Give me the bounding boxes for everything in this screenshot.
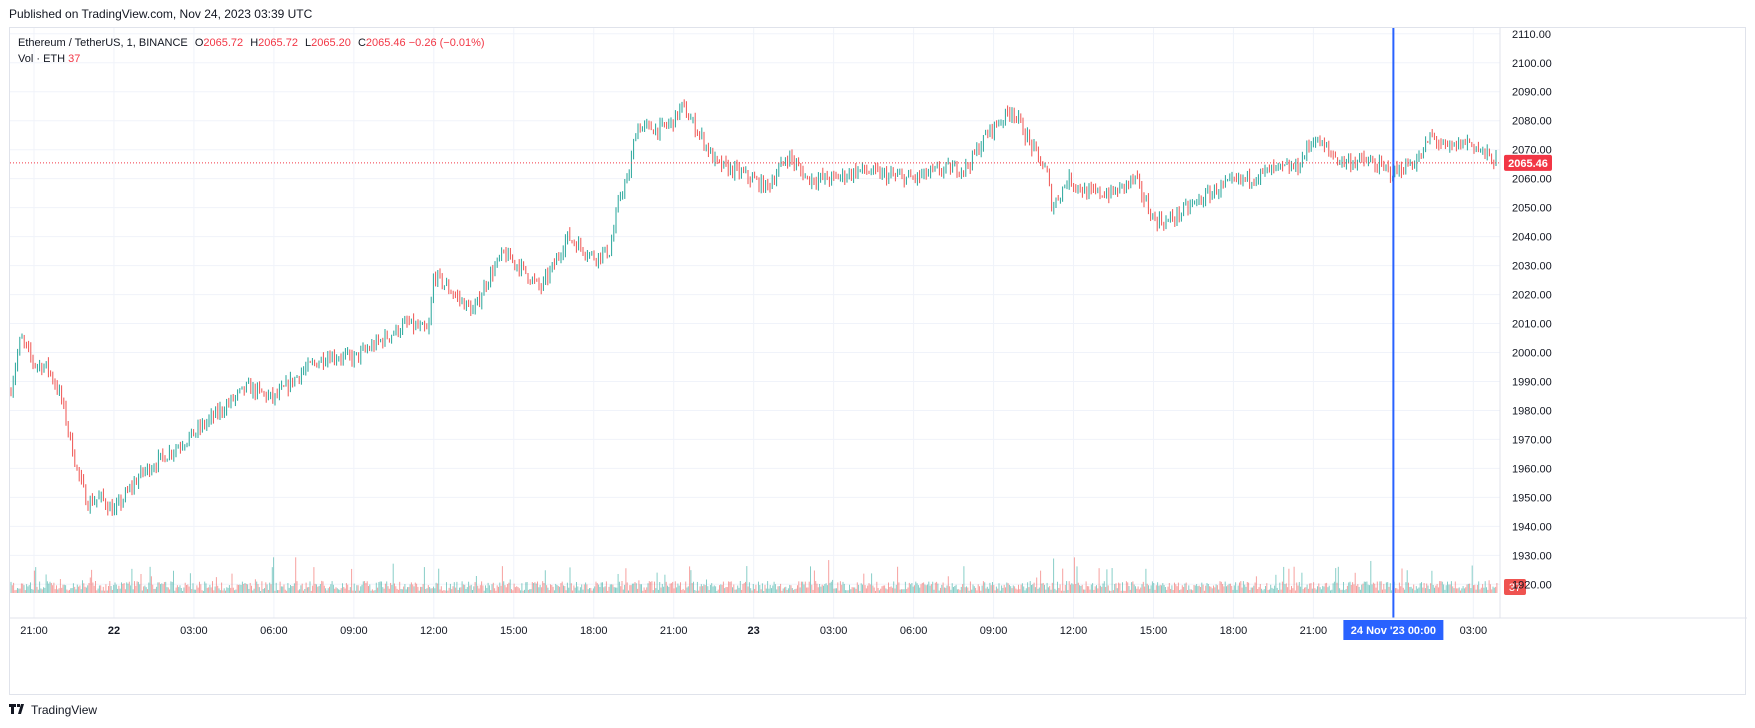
x-tick-label: 09:00 <box>980 625 1008 637</box>
x-tick-label: 12:00 <box>420 625 448 637</box>
last-price-badge <box>1504 154 1552 171</box>
y-tick-label: 1930.00 <box>1512 550 1552 562</box>
y-tick-label: 2020.00 <box>1512 290 1552 302</box>
y-tick-label: 2010.00 <box>1512 319 1552 331</box>
grid-layer <box>10 28 1500 618</box>
axis-layer: 2110.00 2100.00 2090.00 2080.00 2070.00 2060.… <box>10 28 1747 637</box>
high-label: H <box>250 37 259 49</box>
y-tick-label: 2000.00 <box>1512 348 1552 360</box>
y-tick-label: 1940.00 <box>1512 521 1552 533</box>
y-tick-label: 2100.00 <box>1512 58 1552 70</box>
x-tick-label: 03:00 <box>820 625 848 637</box>
overlay-layer: 2065.46 37 24 Nov '23 00:00 <box>10 28 1552 640</box>
low-value: 2065.20 <box>311 37 351 49</box>
candlestick-chart[interactable]: 2065.46 37 24 Nov '23 00:00 2110.00 2100.00… <box>10 28 1747 696</box>
open-label: O <box>194 37 204 49</box>
y-tick-label: 2070.00 <box>1512 145 1552 157</box>
high-value: 2065.72 <box>258 37 298 49</box>
volume-value: 37 <box>68 53 81 65</box>
y-tick-label: 1980.00 <box>1512 405 1552 417</box>
y-tick-label: 2090.00 <box>1512 87 1552 99</box>
y-tick-label: 1920.00 <box>1512 579 1552 591</box>
x-tick-label: 18:00 <box>1220 625 1248 637</box>
y-tick-label: 2110.00 <box>1512 29 1551 41</box>
published-header: Published on TradingView.com, Nov 24, 20… <box>9 7 313 21</box>
close-label: C <box>357 37 366 49</box>
price-candles <box>10 99 1497 516</box>
tradingview-logo-icon[interactable] <box>9 703 27 717</box>
tradingview-logo-text[interactable]: TradingView <box>31 703 98 717</box>
volume-legend-row: Vol · ETH 37 <box>18 51 485 67</box>
close-value: 2065.46 <box>365 37 406 49</box>
x-tick-label: 06:00 <box>260 625 288 637</box>
x-tick-label: 06:00 <box>900 625 928 637</box>
x-tick-label: 18:00 <box>580 625 608 637</box>
y-tick-label: 1950.00 <box>1512 492 1552 504</box>
symbol-label[interactable]: Ethereum / TetherUS, 1, BINANCE <box>18 37 188 49</box>
chart-area[interactable]: 2065.46 37 24 Nov '23 00:00 2110.00 2100.00… <box>9 27 1747 696</box>
y-tick-label: 2040.00 <box>1512 232 1552 244</box>
ohlc-legend-row: Ethereum / TetherUS, 1, BINANCE O2065.72… <box>18 35 485 51</box>
y-tick-label: 2050.00 <box>1512 203 1552 215</box>
footer: TradingView <box>9 703 97 717</box>
y-tick-label: 1970.00 <box>1512 434 1552 446</box>
change-value: −0.26 (−0.01%) <box>408 37 485 49</box>
y-tick-label: 2060.00 <box>1512 174 1552 186</box>
x-tick-label: 21:00 <box>20 625 48 637</box>
x-tick-label: 03:00 <box>1460 625 1488 637</box>
x-tick-label: 09:00 <box>340 625 368 637</box>
last-price-label: 2065.46 <box>1508 158 1548 170</box>
volume-label[interactable]: Vol · ETH <box>18 53 66 65</box>
low-label: L <box>305 37 312 49</box>
y-tick-label: 1960.00 <box>1512 463 1552 475</box>
y-tick-label: 1990.00 <box>1512 376 1552 388</box>
x-tick-label: 23 <box>748 625 760 637</box>
x-tick-label: 15:00 <box>1140 625 1168 637</box>
crosshair-time-badge <box>1343 620 1444 640</box>
x-tick-label: 15:00 <box>500 625 528 637</box>
open-value: 2065.72 <box>203 37 244 49</box>
crosshair-time-label: 24 Nov '23 00:00 <box>1351 625 1436 637</box>
x-tick-label: 03:00 <box>180 625 208 637</box>
x-tick-label: 12:00 <box>1060 625 1088 637</box>
x-tick-label: 22 <box>108 625 120 637</box>
y-tick-label: 2080.00 <box>1512 116 1552 128</box>
x-tick-label: 21:00 <box>1300 625 1328 637</box>
x-tick-label: 21:00 <box>660 625 688 637</box>
volume-bars <box>10 557 1498 593</box>
last-volume-label: 37 <box>1509 582 1521 594</box>
last-volume-badge <box>1504 579 1526 595</box>
y-tick-label: 2030.00 <box>1512 261 1552 273</box>
chart-legend: Ethereum / TetherUS, 1, BINANCE O2065.72… <box>18 35 485 67</box>
